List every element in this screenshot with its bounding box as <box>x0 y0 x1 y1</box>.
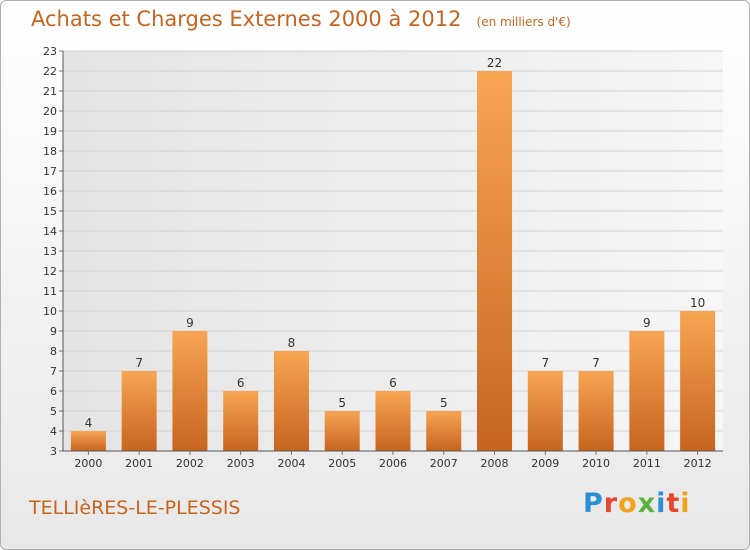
x-tick-label: 2005 <box>328 457 356 470</box>
value-label: 9 <box>186 316 194 330</box>
value-label: 4 <box>85 416 93 430</box>
y-tick-label: 14 <box>43 225 57 238</box>
y-tick-label: 20 <box>43 105 57 118</box>
x-tick-label: 2000 <box>74 457 102 470</box>
x-tick-label: 2002 <box>176 457 204 470</box>
chart-title: Achats et Charges Externes 2000 à 2012 <box>31 7 462 31</box>
y-tick-label: 22 <box>43 65 57 78</box>
y-tick-label: 23 <box>43 45 57 58</box>
value-label: 7 <box>592 356 600 370</box>
y-tick-label: 3 <box>50 445 57 458</box>
value-label: 5 <box>440 396 448 410</box>
x-tick-label: 2008 <box>481 457 509 470</box>
x-axis-labels: 2000 2001 2002 2003 2004 2005 2006 2007 2008 2009… <box>74 451 712 470</box>
value-label: 10 <box>690 296 705 310</box>
x-tick-label: 2001 <box>125 457 153 470</box>
x-tick-label: 2011 <box>633 457 661 470</box>
value-label: 22 <box>487 56 502 70</box>
y-tick-label: 7 <box>50 365 57 378</box>
bar-2008 <box>477 71 513 451</box>
x-tick-label: 2004 <box>277 457 305 470</box>
y-tick-label: 5 <box>50 405 57 418</box>
x-tick-label: 2012 <box>684 457 712 470</box>
chart-subtitle: (en milliers d'€) <box>476 15 571 29</box>
y-axis-labels: 3 4 5 6 7 8 9 10 11 12 13 14 15 16 17 18 19 20 21 22 23 <box>43 45 57 458</box>
y-tick-label: 15 <box>43 205 57 218</box>
bar-2009 <box>527 371 563 451</box>
y-tick-label: 4 <box>50 425 57 438</box>
commune-name: TELLIèRES-LE-PLESSIS <box>29 497 241 519</box>
y-tick-label: 10 <box>43 305 57 318</box>
bar-2005 <box>324 411 360 451</box>
y-tick-label: 8 <box>50 345 57 358</box>
y-tick-label: 21 <box>43 85 57 98</box>
y-tick-label: 13 <box>43 245 57 258</box>
value-label: 6 <box>237 376 245 390</box>
bar-2011 <box>629 331 665 451</box>
bar-2006 <box>375 391 411 451</box>
y-tick-label: 9 <box>50 325 57 338</box>
y-tick-label: 16 <box>43 185 57 198</box>
y-tick-label: 17 <box>43 165 57 178</box>
y-tick-label: 6 <box>50 385 57 398</box>
bars <box>70 71 716 451</box>
bar-2001 <box>121 371 157 451</box>
value-label: 9 <box>643 316 651 330</box>
value-labels: 4 7 9 6 8 5 6 5 22 7 7 9 10 <box>85 56 706 430</box>
x-tick-label: 2009 <box>531 457 559 470</box>
bar-2000 <box>70 431 106 451</box>
x-tick-label: 2003 <box>227 457 255 470</box>
bar-2004 <box>273 351 309 451</box>
y-tick-label: 11 <box>43 285 57 298</box>
value-label: 7 <box>135 356 143 370</box>
value-label: 6 <box>389 376 397 390</box>
axes <box>62 51 723 452</box>
bar-2012 <box>680 311 716 451</box>
x-tick-label: 2010 <box>582 457 610 470</box>
y-tick-label: 18 <box>43 145 57 158</box>
value-label: 7 <box>541 356 549 370</box>
value-label: 5 <box>338 396 346 410</box>
title-row: Achats et Charges Externes 2000 à 2012 (… <box>31 7 571 31</box>
bar-2010 <box>578 371 614 451</box>
bar-2007 <box>426 411 462 451</box>
x-tick-label: 2007 <box>430 457 458 470</box>
bar-2002 <box>172 331 208 451</box>
value-label: 8 <box>288 336 296 350</box>
proxiti-logo[interactable]: Proxiti <box>583 488 691 519</box>
y-tick-label: 12 <box>43 265 57 278</box>
bar-2003 <box>223 391 259 451</box>
y-tick-label: 19 <box>43 125 57 138</box>
x-tick-label: 2006 <box>379 457 407 470</box>
